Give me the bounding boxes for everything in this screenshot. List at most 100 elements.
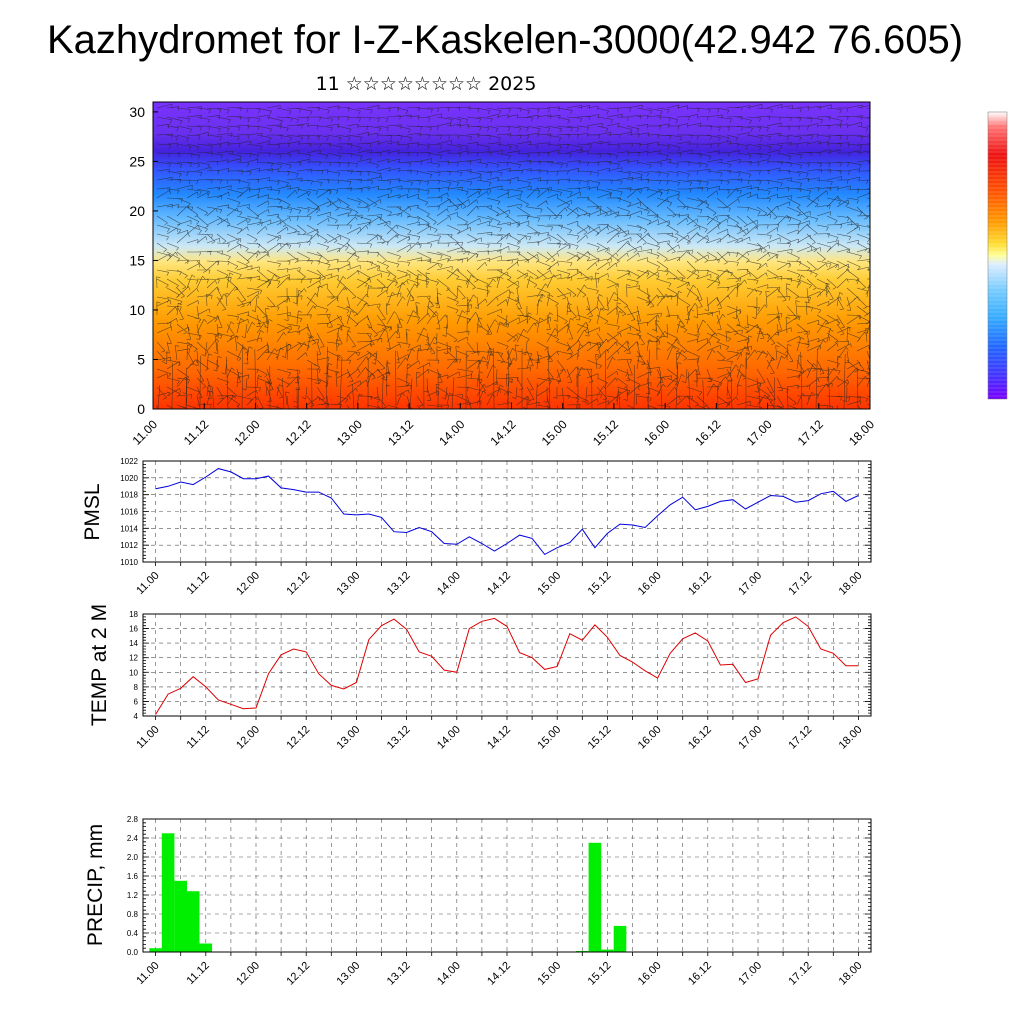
temp-x-tick-label: 16.00 — [636, 724, 664, 752]
cross-x-tick-label: 13.12 — [385, 417, 416, 448]
pmsl-y-tick-label: 1022 — [120, 457, 138, 466]
temp-y-tick-label: 18 — [129, 610, 138, 619]
pmsl-y-tick-label: 1018 — [120, 491, 138, 500]
pmsl-x-tick-label: 17.12 — [786, 570, 814, 598]
precip-x-tick-label: 11.12 — [185, 960, 212, 987]
cross-y-tick-label: 25 — [129, 153, 145, 169]
temp-x-tick-label: 12.12 — [284, 724, 312, 752]
precip-x-tick-label: 12.00 — [234, 960, 262, 988]
pmsl-x-tick-label: 12.00 — [234, 570, 262, 598]
temp-x-tick-label: 11.12 — [185, 724, 212, 751]
pmsl-x-tick-label: 11.12 — [185, 570, 212, 597]
precip-bar — [149, 948, 162, 952]
pmsl-x-tick-label: 14.12 — [485, 570, 513, 598]
pmsl-y-axis: 1010 1012 1014 1016 1018 1020 1022 — [120, 457, 871, 567]
temp-x-tick-label: 13.00 — [335, 724, 363, 752]
precip-bar — [588, 842, 602, 953]
precip-y-tick-label: 1.2 — [127, 891, 139, 900]
pmsl-x-axis: 11.00 11.12 12.00 12.12 13.00 13.12 14.00 14.12… — [134, 562, 865, 598]
temp-x-tick-label: 18.00 — [837, 724, 865, 752]
precip-bar — [199, 943, 213, 952]
precip-y-tick-label: 0.4 — [127, 929, 139, 938]
cross-x-tick-label: 18.00 — [846, 417, 877, 448]
precip-x-tick-label: 17.00 — [736, 960, 764, 988]
precip-y-tick-label: 1.6 — [127, 872, 139, 881]
cross-x-tick-label: 13.00 — [334, 417, 365, 448]
temp-x-tick-label: 14.00 — [435, 724, 463, 752]
page-subtitle: 11 ☆☆☆☆☆☆☆☆ 2025 — [315, 73, 537, 95]
precip-y-tick-label: 0.8 — [127, 910, 139, 919]
precip-x-tick-label: 16.12 — [686, 960, 714, 988]
temp-y-tick-label: 12 — [129, 654, 138, 663]
temp-y-tick-label: 14 — [129, 639, 138, 648]
pmsl-x-tick-label: 11.00 — [134, 570, 161, 597]
temp-x-tick-label: 13.12 — [385, 724, 413, 752]
precip-x-tick-label: 14.12 — [485, 960, 513, 988]
colorbar-level-lines — [988, 115, 1007, 397]
wind-barbs — [156, 103, 870, 409]
precip-y-tick-label: 2.0 — [127, 853, 139, 862]
cross-y-tick-label: 15 — [129, 252, 145, 268]
temp-x-tick-label: 14.12 — [485, 724, 513, 752]
cross-x-tick-label: 16.00 — [641, 417, 672, 448]
cross-x-axis: 11.00 11.12 12.00 12.12 13.00 13.12 14.00 14.12… — [130, 403, 877, 448]
precip-bar — [601, 949, 614, 952]
precip-bar — [161, 833, 175, 953]
precip-x-tick-label: 16.00 — [636, 960, 664, 988]
precip-grid — [143, 818, 871, 953]
cross-x-tick-label: 14.12 — [487, 417, 518, 448]
precip-y-ticks — [143, 818, 871, 953]
wind-barb-field — [156, 103, 870, 409]
precip-bar — [186, 891, 200, 952]
pmsl-y-tick-label: 1010 — [120, 558, 138, 567]
temp-x-axis: 11.00 11.12 12.00 12.12 13.00 13.12 14.00 14.12… — [134, 716, 865, 752]
pmsl-x-tick-label: 13.00 — [335, 570, 363, 598]
precip-x-axis: 11.00 11.12 12.00 12.12 13.00 13.12 14.00 14.12… — [134, 952, 865, 988]
pmsl-x-tick-label: 18.00 — [837, 570, 865, 598]
precip-x-tick-label: 18.00 — [837, 960, 865, 988]
pmsl-axis-label: PMSL — [81, 483, 104, 540]
cross-y-tick-label: 30 — [129, 104, 145, 120]
temp-series-line — [155, 616, 859, 715]
temp-x-tick-label: 15.12 — [586, 724, 614, 752]
temp-y-tick-label: 4 — [134, 712, 139, 721]
temp-y-ticks — [143, 613, 871, 717]
precip-bar — [174, 880, 187, 953]
cross-x-tick-label: 11.00 — [130, 417, 161, 448]
temp-y-axis: 4 6 8 10 12 14 16 18 — [129, 610, 871, 721]
pmsl-x-tick-label: 12.12 — [284, 570, 312, 598]
pmsl-x-tick-label: 16.00 — [636, 570, 664, 598]
precip-bars — [149, 833, 627, 953]
cross-y-axis: 0 5 10 15 20 25 30 — [129, 104, 158, 417]
cross-y-tick-label: 10 — [129, 302, 145, 318]
pmsl-y-tick-label: 1012 — [120, 541, 138, 550]
pmsl-x-tick-label: 15.00 — [535, 570, 563, 598]
cross-x-tick-label: 12.00 — [231, 417, 262, 448]
precip-y-tick-label: 2.4 — [127, 834, 139, 843]
temp-x-tick-label: 11.00 — [134, 724, 161, 751]
precip-x-tick-label: 14.00 — [435, 960, 463, 988]
pmsl-x-tick-label: 15.12 — [586, 570, 614, 598]
temp-x-tick-label: 17.12 — [786, 724, 814, 752]
pmsl-y-tick-label: 1016 — [120, 508, 138, 517]
pmsl-x-tick-label: 16.12 — [686, 570, 714, 598]
temp-x-tick-label: 15.00 — [535, 724, 563, 752]
pmsl-grid — [143, 460, 871, 563]
cross-y-tick-label: 0 — [137, 401, 145, 417]
pmsl-y-ticks — [143, 460, 871, 563]
precip-axis-label: PRECIP, mm — [84, 824, 107, 946]
cross-x-tick-label: 15.00 — [539, 417, 570, 448]
cross-y-tick-label: 5 — [137, 351, 145, 367]
temp-y-tick-label: 10 — [129, 668, 138, 677]
cross-x-tick-label: 15.12 — [590, 417, 621, 448]
page-title: Kazhydromet for I-Z-Kaskelen-3000(42.942… — [46, 18, 964, 62]
pmsl-grid-lines — [143, 460, 871, 563]
temp-axis-label: TEMP at 2 M — [88, 604, 111, 726]
pmsl-x-ticks — [155, 562, 859, 566]
temp-y-tick-label: 8 — [134, 683, 139, 692]
pmsl-x-tick-label: 13.12 — [385, 570, 413, 598]
pmsl-series-line — [155, 468, 859, 556]
cross-x-tick-label: 17.00 — [744, 417, 775, 448]
